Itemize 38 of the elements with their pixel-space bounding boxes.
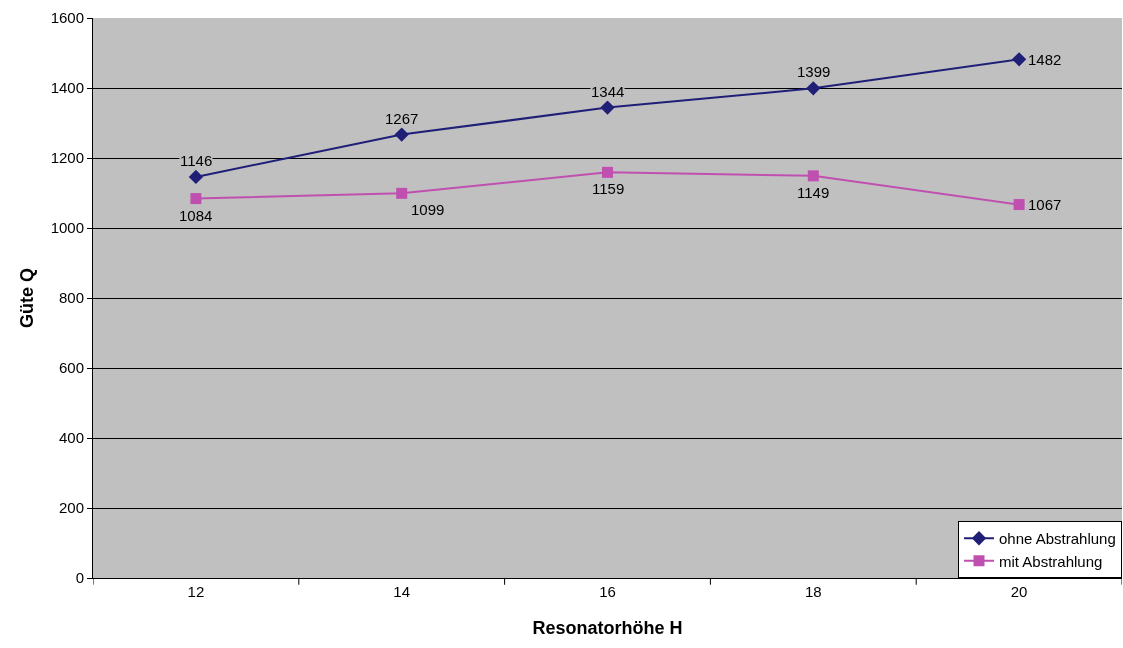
- legend-label: mit Abstrahlung: [999, 552, 1103, 570]
- data-label: 1159: [592, 180, 625, 197]
- point: [600, 100, 615, 115]
- data-label: 1099: [411, 201, 445, 218]
- point: [807, 170, 819, 182]
- point: [806, 81, 821, 96]
- y-tick-label: 0: [75, 569, 84, 587]
- y-tick-label: 1400: [50, 79, 84, 97]
- point: [190, 193, 202, 205]
- y-tick-label: 200: [58, 499, 84, 517]
- data-label: 1146: [180, 152, 213, 169]
- point: [1013, 199, 1025, 211]
- point: [1011, 52, 1027, 67]
- data-label: 1149: [797, 184, 830, 201]
- data-label: 1067: [1028, 196, 1062, 213]
- x-tick-label: 12: [187, 583, 205, 600]
- data-label: 1267: [385, 110, 419, 127]
- y-tick-label: 600: [58, 359, 84, 377]
- y-axis-title: Güte Q: [16, 267, 37, 329]
- y-tick-label: 400: [58, 429, 84, 447]
- point: [188, 169, 204, 185]
- data-label: 1399: [797, 63, 831, 80]
- legend-label: ohne Abstrahlung: [999, 530, 1116, 548]
- data-label: 1482: [1028, 51, 1062, 68]
- y-tick-label: 800: [58, 289, 84, 307]
- data-label: 1344: [591, 83, 625, 100]
- y-tick-label: 1000: [50, 219, 84, 237]
- point: [396, 187, 408, 199]
- data-label: 1084: [179, 207, 213, 224]
- x-tick-label: 16: [599, 583, 616, 600]
- x-tick-label: 14: [393, 583, 411, 600]
- y-tick-label: 1600: [50, 9, 84, 27]
- point: [602, 166, 613, 178]
- x-tick-label: 20: [1010, 583, 1028, 600]
- y-tick-label: 1200: [50, 149, 84, 167]
- point: [394, 127, 409, 142]
- x-tick-label: 18: [804, 583, 822, 600]
- x-axis-title: Resonatorhöhe H: [532, 618, 683, 639]
